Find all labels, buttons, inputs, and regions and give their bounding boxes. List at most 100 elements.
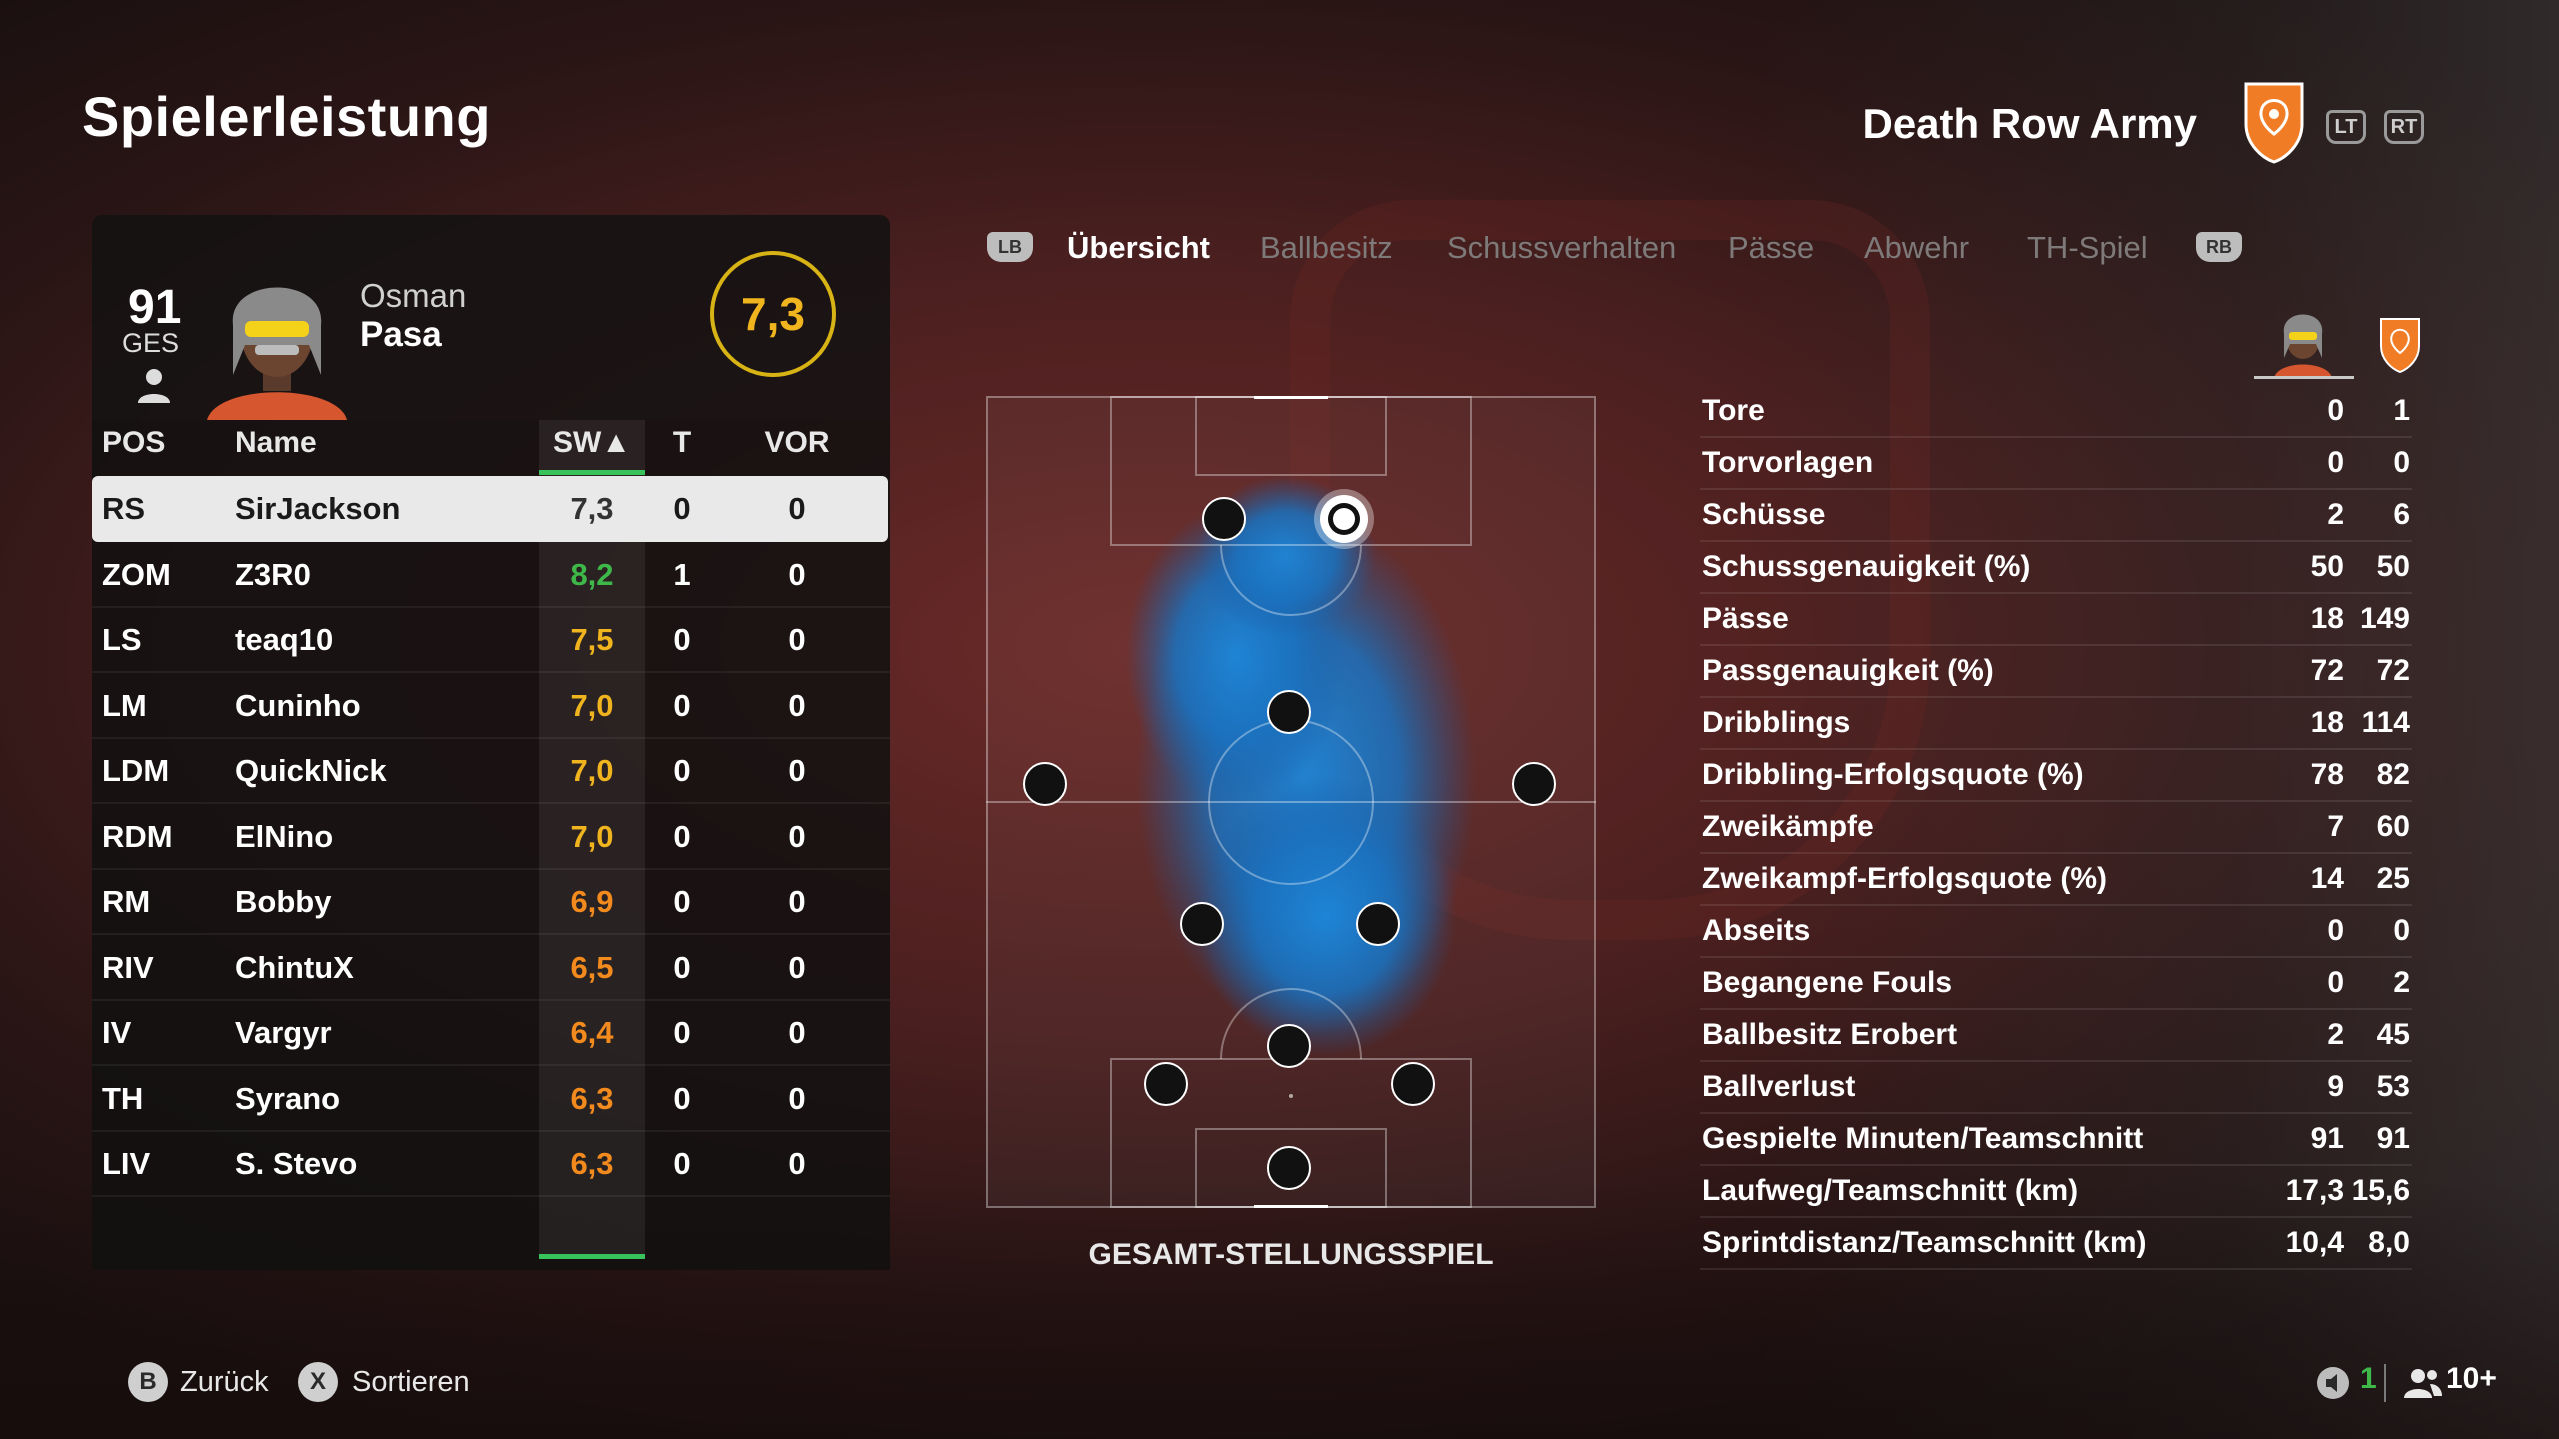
header-vor[interactable]: VOR: [764, 426, 830, 459]
table-row[interactable]: RIV ChintuX 6,5 0 0: [92, 935, 890, 1001]
cell-name: SirJackson: [235, 491, 401, 526]
cell-name: teaq10: [235, 622, 334, 657]
player-ovr-label: GES: [122, 328, 180, 358]
sort-label[interactable]: Sortieren: [352, 1366, 470, 1398]
stat-player-value: 50: [2310, 550, 2344, 583]
stat-row: Passgenauigkeit (%) 72 72: [1700, 644, 2412, 698]
cell-rating: 6,5: [570, 949, 614, 985]
table-row[interactable]: LIV S. Stevo 6,3 0 0: [92, 1131, 890, 1197]
lb-button[interactable]: LB: [987, 232, 1033, 262]
lt-button[interactable]: LT: [2326, 110, 2366, 144]
table-row[interactable]: RDM ElNino 7,0 0 0: [92, 804, 890, 870]
stat-label: Dribblings: [1702, 706, 1851, 739]
stat-team-value: 0: [2393, 446, 2410, 479]
cell-assists: 0: [788, 884, 806, 919]
cell-assists: 0: [788, 622, 806, 657]
stat-row: Begangene Fouls 0 2: [1700, 956, 2412, 1010]
cell-goals: 0: [673, 622, 691, 657]
cell-name: ElNino: [235, 818, 334, 854]
table-row[interactable]: LS teaq10 7,5 0 0: [92, 607, 890, 673]
table-row[interactable]: TH Syrano 6,3 0 0: [92, 1066, 890, 1132]
header-pos[interactable]: POS: [102, 426, 166, 459]
cell-goals: 0: [673, 753, 691, 788]
player-avatar: [207, 287, 347, 420]
tab-3[interactable]: Pässe: [1728, 230, 1815, 265]
stat-team-value: 114: [2361, 706, 2410, 739]
match-rating-circle: 7,3: [710, 251, 836, 377]
back-label[interactable]: Zurück: [180, 1366, 269, 1398]
stat-label: Tore: [1702, 394, 1765, 427]
stat-row: Zweikämpfe 7 60: [1700, 800, 2412, 854]
cell-rating: 7,0: [570, 687, 614, 723]
table-row[interactable]: LDM QuickNick 7,0 0 0: [92, 738, 890, 804]
cell-assists: 0: [788, 818, 806, 854]
stat-player-value: 0: [2327, 914, 2344, 947]
cell-rating: 7,0: [570, 818, 614, 854]
cell-goals: 1: [673, 556, 691, 592]
tab-5[interactable]: TH-Spiel: [2027, 230, 2148, 265]
sorted-column-highlight: [539, 420, 645, 1258]
heatmap-area: [1126, 476, 1476, 1056]
cell-pos: LDM: [102, 753, 170, 788]
stat-team-value: 149: [2359, 602, 2410, 635]
stat-label: Ballverlust: [1702, 1070, 1856, 1103]
tab-2[interactable]: Schussverhalten: [1447, 230, 1677, 265]
cell-name: S. Stevo: [235, 1146, 358, 1181]
cell-rating: 7,0: [570, 753, 614, 788]
cell-rating: 6,3: [570, 1080, 614, 1116]
table-row[interactable]: LM Cuninho 7,0 0 0: [92, 673, 890, 739]
cell-assists: 0: [788, 556, 806, 592]
x-button-icon[interactable]: X: [298, 1362, 338, 1402]
team-crest-icon: [2244, 82, 2304, 164]
cell-name: Bobby: [235, 884, 332, 919]
stat-player-value: 14: [2310, 862, 2344, 895]
stat-label: Pässe: [1702, 602, 1789, 635]
stat-row: Torvorlagen 0 0: [1700, 436, 2412, 490]
stat-label: Schussgenauigkeit (%): [1702, 550, 2031, 583]
cell-pos: RM: [102, 884, 151, 919]
header-sw[interactable]: SW▲: [552, 426, 632, 459]
tab-1[interactable]: Ballbesitz: [1260, 230, 1393, 265]
stat-row: Dribblings 18 114: [1700, 696, 2412, 750]
table-row[interactable]: IV Vargyr 6,4 0 0: [92, 1000, 890, 1066]
b-button-icon[interactable]: B: [128, 1362, 168, 1402]
cell-name: QuickNick: [235, 753, 387, 788]
sorted-column-indicator-top: [539, 470, 645, 475]
tab-4[interactable]: Abwehr: [1864, 230, 1970, 265]
stat-label: Zweikämpfe: [1702, 810, 1874, 843]
cell-rating: 7,5: [570, 622, 614, 657]
stat-label: Abseits: [1702, 914, 1811, 947]
stat-player-value: 91: [2310, 1122, 2344, 1155]
rb-button[interactable]: RB: [2196, 232, 2242, 262]
cell-rating: 6,4: [570, 1015, 614, 1050]
cell-goals: 0: [673, 949, 691, 985]
stat-row: Laufweg/Teamschnitt (km) 17,3 15,6: [1700, 1164, 2412, 1218]
cell-pos: TH: [102, 1080, 144, 1116]
stat-team-value: 53: [2376, 1070, 2410, 1103]
cell-assists: 0: [788, 687, 806, 723]
cell-goals: 0: [673, 1146, 691, 1181]
positioning-heatmap: [986, 396, 1596, 1208]
cell-goals: 0: [673, 687, 691, 723]
stat-player-value: 72: [2310, 654, 2344, 687]
header-name[interactable]: Name: [235, 426, 317, 459]
stat-player-value: 18: [2310, 602, 2344, 635]
cell-name: Z3R0: [235, 556, 311, 592]
stat-row: Ballbesitz Erobert 2 45: [1700, 1008, 2412, 1062]
cell-assists: 0: [788, 753, 806, 788]
stat-label: Zweikampf-Erfolgsquote (%): [1702, 862, 2108, 895]
tab-0[interactable]: Übersicht: [1067, 230, 1210, 265]
player-first-name: Osman: [360, 277, 467, 314]
header-t[interactable]: T: [672, 426, 692, 459]
stat-row: Schüsse 2 6: [1700, 488, 2412, 542]
cell-pos: RDM: [102, 818, 173, 854]
person-icon: [138, 369, 170, 403]
stat-player-value: 18: [2310, 706, 2344, 739]
table-row[interactable]: RS SirJackson 7,3 0 0: [92, 476, 888, 542]
table-row[interactable]: ZOM Z3R0 8,2 1 0: [92, 542, 890, 608]
rt-button[interactable]: RT: [2384, 110, 2424, 144]
table-row[interactable]: RM Bobby 6,9 0 0: [92, 869, 890, 935]
stat-row: Schussgenauigkeit (%) 50 50: [1700, 540, 2412, 594]
cell-assists: 0: [788, 1146, 806, 1181]
cell-assists: 0: [788, 491, 806, 526]
